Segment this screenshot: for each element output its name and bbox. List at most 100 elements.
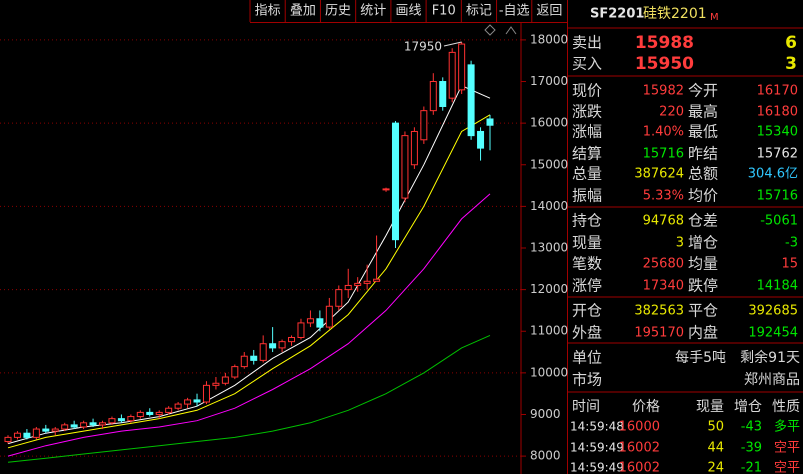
quote-value: 392685 bbox=[748, 304, 798, 319]
candle-body bbox=[288, 336, 296, 343]
contract-name: 硅铁2201 bbox=[643, 6, 707, 22]
y-tick-label: 17000 bbox=[530, 74, 568, 88]
candle-body bbox=[127, 416, 135, 422]
trade-cell: 14:59:49 bbox=[570, 441, 624, 455]
quote-value: 15 bbox=[781, 257, 798, 272]
y-tick-label: 18000 bbox=[530, 32, 568, 46]
trade-header: 增仓 bbox=[734, 399, 762, 415]
toolbar-button[interactable]: 指标 bbox=[255, 4, 281, 19]
candle-body bbox=[184, 399, 192, 405]
candle-body bbox=[278, 341, 286, 349]
quote-label: 结算 bbox=[572, 145, 602, 163]
diamond-icon[interactable] bbox=[484, 24, 496, 36]
y-tick-label: 11000 bbox=[530, 324, 568, 338]
quote-label: 现价 bbox=[572, 82, 602, 100]
toolbar-button[interactable]: F10 bbox=[432, 4, 456, 19]
quote-label: 昨结 bbox=[688, 145, 718, 163]
candle-body bbox=[486, 118, 494, 126]
y-tick-label: 14000 bbox=[530, 199, 568, 213]
candle-body bbox=[401, 135, 409, 199]
candle-body bbox=[335, 289, 343, 307]
quote-value: 15762 bbox=[757, 147, 798, 162]
candle-body bbox=[429, 81, 437, 112]
quote-value: -5061 bbox=[760, 214, 798, 229]
quote-value: 15982 bbox=[643, 84, 684, 99]
toolbar-button[interactable]: 叠加 bbox=[290, 4, 316, 19]
candle-body bbox=[136, 411, 144, 418]
quote-label: 今开 bbox=[688, 82, 718, 100]
trade-cell: 44 bbox=[707, 441, 724, 456]
moving-average-line bbox=[7, 334, 491, 463]
quote-label: 最低 bbox=[688, 123, 718, 141]
trade-cell: 50 bbox=[707, 420, 724, 435]
contract-code: SF2201 bbox=[590, 7, 644, 22]
candle-body bbox=[146, 411, 154, 415]
y-tick-label: 15000 bbox=[530, 157, 568, 171]
candle-body bbox=[306, 318, 314, 324]
candle-body bbox=[354, 282, 362, 286]
toolbar-button[interactable]: 统计 bbox=[360, 4, 386, 19]
toolbar-button[interactable]: 画线 bbox=[395, 4, 421, 19]
candle-body bbox=[410, 130, 418, 166]
y-tick-label: 12000 bbox=[530, 282, 568, 296]
toolbar-button[interactable]: 返回 bbox=[536, 4, 562, 19]
toolbar-button[interactable]: 标记 bbox=[466, 4, 492, 19]
quote-value: 195170 bbox=[634, 326, 684, 341]
candle-body bbox=[259, 343, 267, 361]
candle-body bbox=[373, 278, 381, 282]
quote-value: 220 bbox=[659, 105, 684, 120]
trade-cell: -21 bbox=[741, 461, 762, 474]
moving-average-line bbox=[7, 193, 491, 457]
candle-body bbox=[448, 51, 456, 99]
candle-body bbox=[23, 432, 31, 438]
quote-value: 15340 bbox=[757, 125, 798, 140]
info-value: 郑州商品 bbox=[744, 372, 800, 388]
quote-price: 15988 bbox=[635, 33, 694, 53]
candle-body bbox=[70, 424, 78, 428]
y-tick-label: 13000 bbox=[530, 241, 568, 255]
candle-body bbox=[269, 343, 277, 349]
quote-price: 15950 bbox=[635, 54, 694, 74]
candle-body bbox=[382, 188, 390, 191]
candle-body bbox=[165, 407, 173, 413]
candle-body bbox=[42, 428, 50, 432]
candle-body bbox=[325, 305, 333, 328]
candle-body bbox=[61, 424, 69, 430]
moving-average-line bbox=[7, 85, 491, 445]
trade-header: 价格 bbox=[632, 399, 660, 415]
quote-label: 买入 bbox=[572, 55, 602, 73]
quote-label: 卖出 bbox=[572, 34, 602, 52]
quote-label: 仓差 bbox=[688, 212, 718, 230]
quote-label: 均量 bbox=[688, 255, 718, 273]
quote-value: 1.40% bbox=[643, 125, 684, 140]
quote-value: 94768 bbox=[643, 214, 684, 229]
toolbar-button[interactable]: 历史 bbox=[325, 4, 351, 19]
candle-body bbox=[202, 384, 210, 403]
candle-body bbox=[363, 280, 371, 284]
contract-flag: M bbox=[710, 12, 719, 23]
toolbar-button[interactable]: -自选 bbox=[499, 4, 530, 19]
quote-label: 平仓 bbox=[688, 302, 718, 320]
candle-body bbox=[467, 64, 475, 137]
quote-value: 14184 bbox=[757, 279, 798, 294]
trade-cell: 空平 bbox=[774, 461, 800, 474]
quote-label: 均价 bbox=[688, 187, 718, 205]
arrow-icon[interactable] bbox=[505, 26, 517, 35]
candle-body bbox=[212, 382, 220, 386]
y-tick-label: 16000 bbox=[530, 116, 568, 130]
candle-body bbox=[32, 428, 40, 438]
trade-header: 时间 bbox=[572, 399, 600, 415]
candle-body bbox=[221, 376, 229, 384]
candle-body bbox=[174, 403, 182, 409]
candle-body bbox=[99, 422, 107, 426]
quote-value: 16170 bbox=[757, 84, 798, 99]
quote-label: 总量 bbox=[572, 165, 602, 183]
candle-body bbox=[477, 130, 485, 149]
quote-value: 15716 bbox=[757, 189, 798, 204]
candle-body bbox=[13, 432, 21, 438]
quote-label: 振幅 bbox=[572, 187, 602, 205]
trade-cell: 16000 bbox=[619, 420, 660, 435]
